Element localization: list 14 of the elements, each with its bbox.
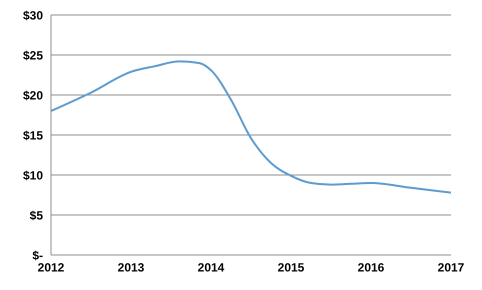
y-tick-label: $- — [32, 248, 43, 262]
x-tick-label: 2014 — [198, 260, 225, 275]
y-tick-label: $15 — [22, 128, 44, 142]
x-tick-label: 2017 — [438, 260, 465, 275]
y-tick-label: $10 — [22, 168, 44, 182]
y-tick-label: $25 — [22, 48, 44, 62]
y-tick-label: $30 — [22, 8, 44, 22]
x-tick-label: 2015 — [278, 260, 305, 275]
line-series — [51, 60, 451, 194]
y-tick-label: $20 — [22, 88, 44, 102]
y-tick-label: $5 — [30, 208, 44, 222]
x-tick-label: 2016 — [358, 260, 385, 275]
x-tick-label: 2012 — [38, 260, 65, 275]
x-tick-label: 2013 — [118, 260, 145, 275]
